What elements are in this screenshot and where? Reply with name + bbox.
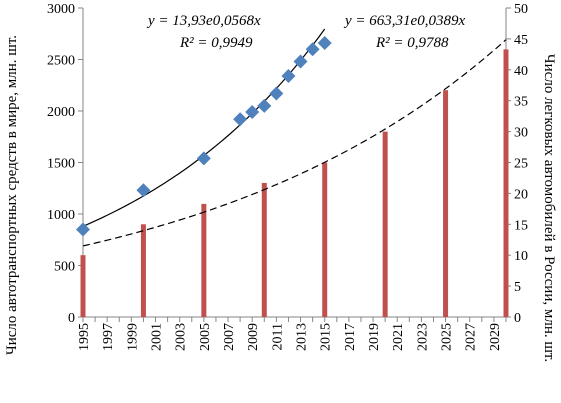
world-trend-line [82, 28, 326, 227]
x-tick-label: 2005 [198, 323, 213, 351]
x-tick-label: 2009 [246, 323, 261, 351]
russia-bar [201, 203, 207, 317]
x-tick-label: 2001 [150, 323, 165, 351]
left-tick-label: 2000 [47, 105, 75, 120]
world-point [257, 98, 272, 113]
x-tick-label: 2013 [295, 323, 310, 351]
world-point [293, 54, 308, 69]
x-tick-label: 1995 [77, 323, 92, 351]
left-tick-label: 0 [68, 311, 75, 326]
right-tick-label: 25 [514, 157, 528, 172]
russia-bar [382, 131, 388, 317]
russia-trend-line [82, 39, 507, 247]
right-tick-label: 40 [514, 64, 528, 79]
plot-area [82, 8, 507, 318]
left-tick-label: 1000 [47, 208, 75, 223]
equation-world: y = 13,93e0,0568x [146, 13, 261, 29]
world-point [196, 151, 211, 166]
right-tick-label: 10 [514, 249, 528, 264]
world-point [269, 86, 284, 101]
right-tick-label: 30 [514, 126, 528, 141]
left-axis-ticks: 0 500 1000 1500 2000 2500 3000 [47, 2, 83, 326]
left-tick-label: 1500 [47, 157, 75, 172]
world-point [76, 222, 90, 237]
world-point [317, 36, 332, 51]
x-tick-label: 2027 [464, 323, 479, 351]
x-tick-label: 2017 [343, 323, 358, 351]
left-axis-title: Число автотранспортных средств в мире, м… [4, 35, 20, 355]
right-tick-label: 5 [514, 280, 521, 295]
russia-bars [80, 49, 509, 317]
russia-bar [80, 255, 86, 317]
left-tick-label: 3000 [47, 2, 75, 17]
x-tick-label: 2029 [488, 323, 503, 351]
x-tick-label: 2003 [174, 323, 189, 351]
world-point [245, 105, 260, 120]
x-tick-label: 1999 [125, 323, 140, 351]
right-tick-label: 50 [514, 2, 528, 17]
russia-bar [261, 182, 267, 317]
x-tick-label: 1997 [101, 323, 116, 351]
russia-bar [443, 90, 449, 317]
x-axis-ticks: 1995 1997 1999 2001 2003 2005 2007 2009 2011 2013… [77, 317, 507, 351]
r2-world: R² = 0,9949 [179, 35, 253, 51]
x-tick-label: 2015 [319, 323, 334, 351]
right-axis-ticks: 0 5 10 15 20 25 30 35 40 45 50 [506, 2, 528, 326]
right-axis-title: Число легковых автомобилей в России, млн… [541, 54, 557, 362]
russia-bar [503, 49, 509, 317]
r2-russia: R² = 0,9788 [375, 35, 449, 51]
right-tick-label: 0 [514, 311, 521, 326]
right-tick-label: 20 [514, 187, 528, 202]
right-tick-label: 15 [514, 218, 528, 233]
x-tick-label: 2025 [440, 323, 455, 351]
world-point [233, 112, 248, 127]
x-tick-label: 2021 [391, 323, 406, 351]
left-tick-label: 500 [54, 260, 75, 275]
russia-bar [140, 224, 146, 317]
equation-russia: y = 663,31e0,0389x [343, 13, 465, 29]
x-tick-label: 2011 [270, 323, 285, 350]
x-tick-label: 2023 [415, 323, 430, 351]
world-point [281, 68, 296, 83]
right-tick-label: 45 [514, 33, 528, 48]
world-point [136, 183, 151, 198]
world-point [305, 42, 320, 57]
x-tick-label: 2019 [367, 323, 382, 351]
russia-bar [322, 162, 328, 317]
left-tick-label: 2500 [47, 54, 75, 69]
x-tick-label: 2007 [222, 323, 237, 351]
right-tick-label: 35 [514, 95, 528, 110]
world-points [76, 36, 332, 237]
